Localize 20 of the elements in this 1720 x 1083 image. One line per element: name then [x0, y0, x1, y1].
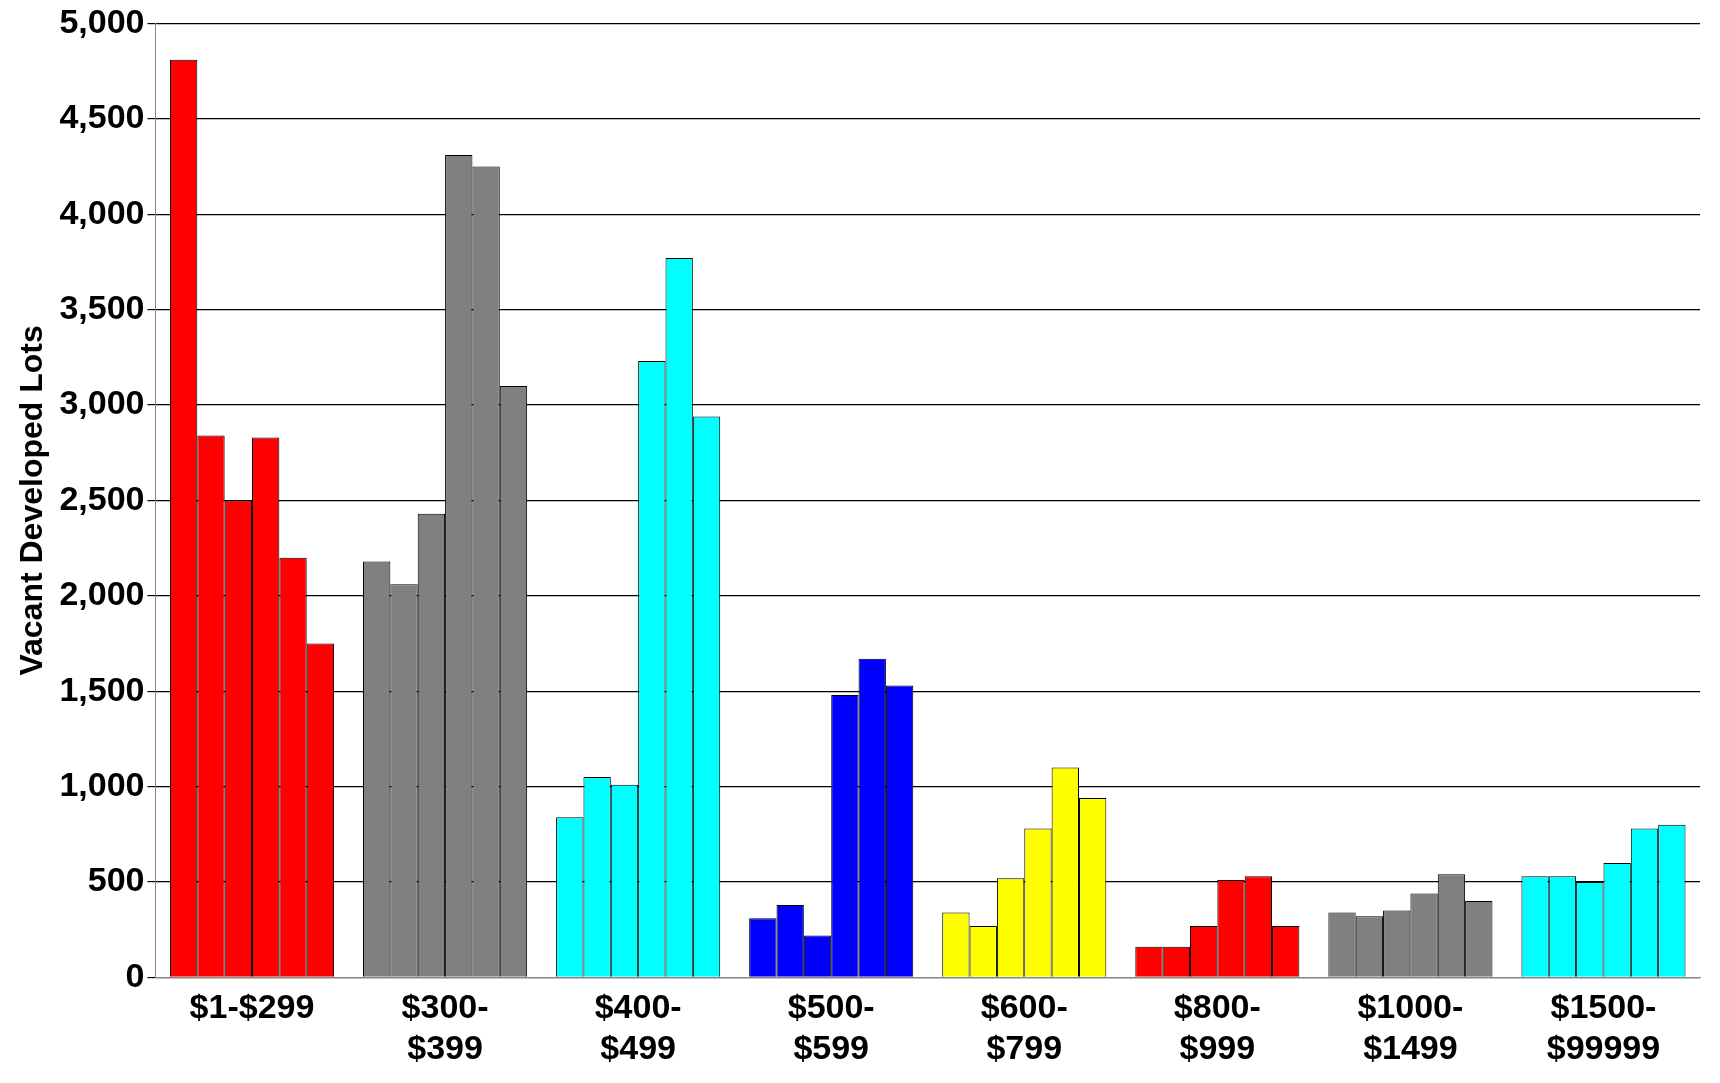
y-tick-label: 4,500: [59, 97, 145, 136]
x-tick-label: $1000-$1499: [1357, 987, 1464, 1066]
y-tick-label: 1,000: [59, 764, 145, 803]
x-tick-label: $400-$499: [594, 987, 682, 1066]
x-tick-label: $800-$999: [1173, 987, 1261, 1066]
x-tick-label: $600-$799: [980, 987, 1068, 1066]
y-tick-label: 0: [125, 955, 145, 994]
y-tick-label: 3,500: [59, 287, 145, 326]
y-tick-label: 500: [87, 860, 145, 899]
y-tick-label: 4,000: [59, 192, 145, 231]
y-tick-label: 1,500: [59, 669, 145, 708]
x-tick-label: $300-$399: [401, 987, 489, 1066]
y-axis-title: Vacant Developed Lots: [13, 325, 50, 676]
y-tick-label: 5,000: [59, 1, 145, 40]
x-tick-label: $500-$599: [787, 987, 875, 1066]
y-tick-label: 2,500: [59, 478, 145, 517]
x-tick-label: $1-$299: [189, 987, 315, 1026]
y-tick-label: 2,000: [59, 574, 145, 613]
x-tick-label: $1500-$99999: [1546, 987, 1661, 1066]
y-tick-label: 3,000: [59, 383, 145, 422]
